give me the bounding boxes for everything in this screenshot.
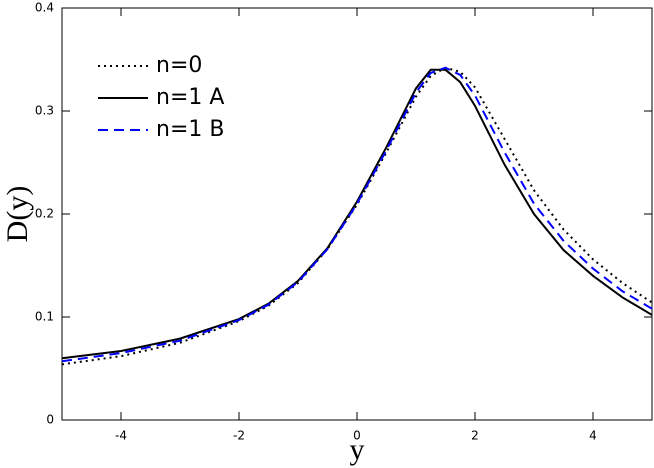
- series-line: [61, 66, 653, 363]
- y-tick-label: 0.4: [35, 1, 54, 15]
- legend-label: n=1 B: [156, 117, 224, 142]
- y-tick-label: 0: [46, 413, 54, 427]
- y-tick-label: 0.3: [35, 104, 54, 118]
- x-tick-label: 2: [471, 429, 479, 443]
- x-tick-label: -2: [233, 429, 245, 443]
- y-axis-label: D(y): [1, 186, 34, 243]
- series-line: [61, 68, 653, 360]
- x-tick-label: 0: [353, 429, 361, 443]
- y-tick-label: 0.1: [35, 310, 54, 324]
- x-axis-label: y: [350, 433, 365, 466]
- y-tick-label: 0.2: [35, 207, 54, 221]
- plot-frame: [61, 7, 653, 421]
- x-tick-label: -4: [115, 429, 127, 443]
- x-tick-label: 4: [589, 429, 597, 443]
- series-line: [61, 66, 653, 366]
- legend-label: n=0: [156, 53, 202, 78]
- legend-label: n=1 A: [156, 85, 224, 110]
